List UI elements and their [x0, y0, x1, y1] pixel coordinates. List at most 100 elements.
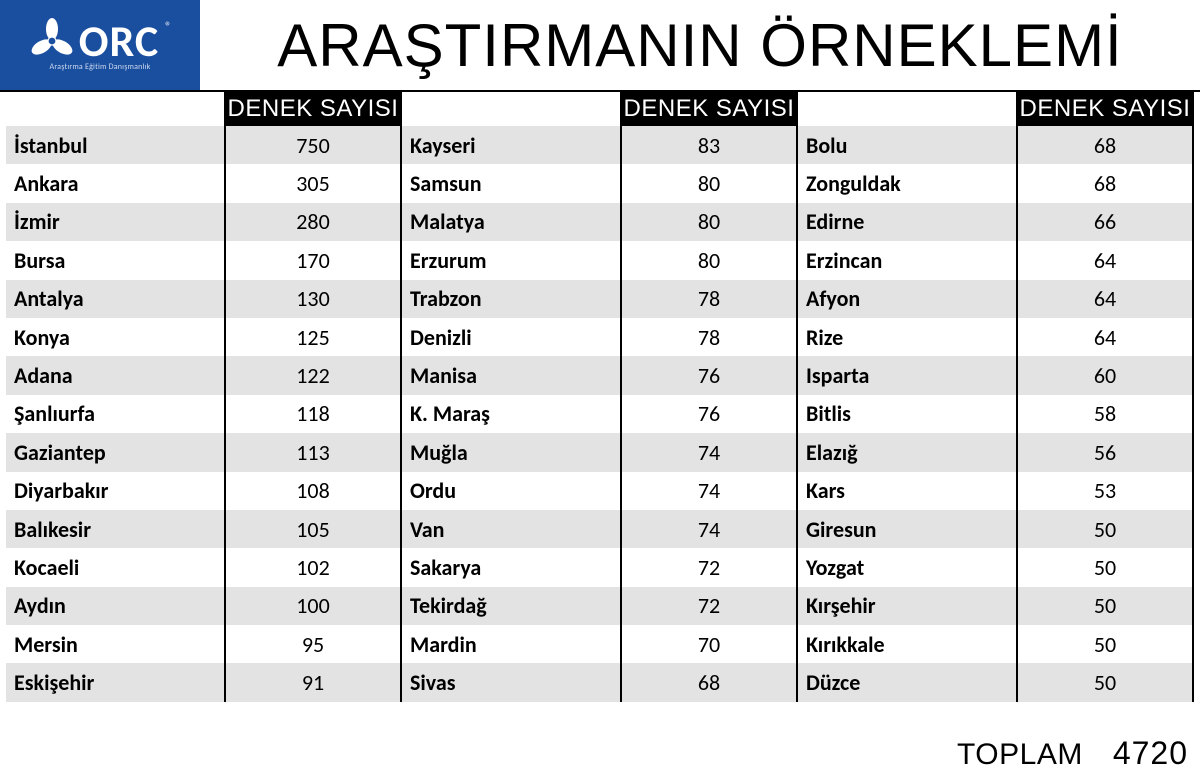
city-name: Isparta — [798, 362, 1016, 389]
table-row: Kırıkkale50 — [798, 625, 1194, 663]
table-row: Düzce50 — [798, 663, 1194, 701]
city-name: Trabzon — [402, 285, 620, 312]
sample-count: 70 — [620, 625, 798, 663]
sample-count: 56 — [1016, 433, 1194, 471]
table-row: Kayseri83 — [402, 126, 798, 164]
city-name: İzmir — [6, 208, 224, 235]
city-name: K. Maraş — [402, 400, 620, 427]
table-row: Mersin95 — [6, 625, 402, 663]
city-name: Konya — [6, 324, 224, 351]
city-name: Zonguldak — [798, 170, 1016, 197]
table-row: Van74 — [402, 510, 798, 548]
header: ORC ® Araştırma Eğitim Danışmanlık ARAŞT… — [0, 0, 1200, 92]
city-name: Afyon — [798, 285, 1016, 312]
column-rows: İstanbul750 Ankara305İzmir280Bursa170Anta… — [6, 126, 402, 702]
column-header: DENEK SAYISI — [798, 92, 1194, 126]
data-column: DENEK SAYISIBolu68Zonguldak68Edirne66Erz… — [798, 92, 1194, 702]
sample-count: 68 — [1016, 164, 1194, 202]
total-value: 4720 — [1113, 735, 1188, 772]
column-header-spacer — [6, 92, 224, 126]
table-row: Zonguldak68 — [798, 164, 1194, 202]
city-name: Erzurum — [402, 247, 620, 274]
sample-count: 78 — [620, 318, 798, 356]
city-name: Kars — [798, 477, 1016, 504]
table-row: İzmir280 — [6, 203, 402, 241]
column-rows: Bolu68Zonguldak68Edirne66Erzincan64Afyon… — [798, 126, 1194, 702]
column-header: DENEK SAYISI — [6, 92, 402, 126]
city-name: Mardin — [402, 631, 620, 658]
table-row: Giresun50 — [798, 510, 1194, 548]
city-name: Balıkesir — [6, 516, 224, 543]
table-row: Kars53 — [798, 472, 1194, 510]
brand-name: ORC — [79, 19, 160, 63]
city-name: Kırıkkale — [798, 631, 1016, 658]
city-name: Denizli — [402, 324, 620, 351]
city-name: Bursa — [6, 247, 224, 274]
sample-count: 122 — [224, 356, 402, 394]
table-row: Konya125 — [6, 318, 402, 356]
sample-count: 130 — [224, 280, 402, 318]
table-row: Kocaeli102 — [6, 548, 402, 586]
table-row: Sakarya72 — [402, 548, 798, 586]
city-name: Adana — [6, 362, 224, 389]
table-row: İstanbul750 — [6, 126, 402, 164]
total-footer: TOPLAM 4720 — [957, 735, 1188, 772]
sample-count: 280 — [224, 203, 402, 241]
city-name: Kırşehir — [798, 592, 1016, 619]
sample-count: 108 — [224, 472, 402, 510]
sample-count: 118 — [224, 395, 402, 433]
table-row: Aydın100 — [6, 587, 402, 625]
sample-count: 76 — [620, 356, 798, 394]
data-column: DENEK SAYISIKayseri83Samsun80Malatya80Er… — [402, 92, 798, 702]
city-name: Muğla — [402, 439, 620, 466]
city-name: Bolu — [798, 132, 1016, 159]
city-name: Aydın — [6, 592, 224, 619]
sample-count: 305 — [224, 164, 402, 202]
sample-count: 74 — [620, 472, 798, 510]
city-name: Gaziantep — [6, 439, 224, 466]
sample-count: 80 — [620, 164, 798, 202]
sample-count: 66 — [1016, 203, 1194, 241]
city-name: Edirne — [798, 208, 1016, 235]
table-row: Sivas68 — [402, 663, 798, 701]
sample-count: 53 — [1016, 472, 1194, 510]
table-row: Malatya80 — [402, 203, 798, 241]
sample-count: 50 — [1016, 548, 1194, 586]
sample-count: 78 — [620, 280, 798, 318]
page: ORC ® Araştırma Eğitim Danışmanlık ARAŞT… — [0, 0, 1200, 778]
sample-count: 74 — [620, 510, 798, 548]
page-title: ARAŞTIRMANIN ÖRNEKLEMİ — [200, 0, 1200, 90]
table-row: Kırşehir50 — [798, 587, 1194, 625]
sample-count: 50 — [1016, 510, 1194, 548]
table-row: Bursa170 — [6, 241, 402, 279]
sample-count: 83 — [620, 126, 798, 164]
data-columns: DENEK SAYISIİstanbul750Ankara305İzmir280… — [0, 92, 1200, 702]
brand-tagline: Araştırma Eğitim Danışmanlık — [50, 62, 151, 72]
data-column: DENEK SAYISIİstanbul750 Ankara305İzmir280… — [6, 92, 402, 702]
table-row: Antalya130 — [6, 280, 402, 318]
column-header: DENEK SAYISI — [402, 92, 798, 126]
table-row: Balıkesir105 — [6, 510, 402, 548]
city-name: Kocaeli — [6, 554, 224, 581]
table-row: Trabzon78 — [402, 280, 798, 318]
table-row: Edirne66 — [798, 203, 1194, 241]
brand-registered: ® — [165, 20, 171, 34]
city-name: Tekirdağ — [402, 592, 620, 619]
sample-count: 76 — [620, 395, 798, 433]
column-header-spacer — [798, 92, 1016, 126]
city-name: Düzce — [798, 669, 1016, 696]
table-row: Tekirdağ72 — [402, 587, 798, 625]
city-name: Ankara — [6, 170, 224, 197]
table-row: Isparta60 — [798, 356, 1194, 394]
sample-count: 58 — [1016, 395, 1194, 433]
city-name: Van — [402, 516, 620, 543]
sample-count: 50 — [1016, 625, 1194, 663]
table-row: Gaziantep113 — [6, 433, 402, 471]
sample-count: 50 — [1016, 663, 1194, 701]
city-name: Mersin — [6, 631, 224, 658]
sample-count: 100 — [224, 587, 402, 625]
table-row: Yozgat50 — [798, 548, 1194, 586]
column-header-label: DENEK SAYISI — [1016, 92, 1194, 126]
table-row: Bitlis58 — [798, 395, 1194, 433]
table-row: Erzurum80 — [402, 241, 798, 279]
